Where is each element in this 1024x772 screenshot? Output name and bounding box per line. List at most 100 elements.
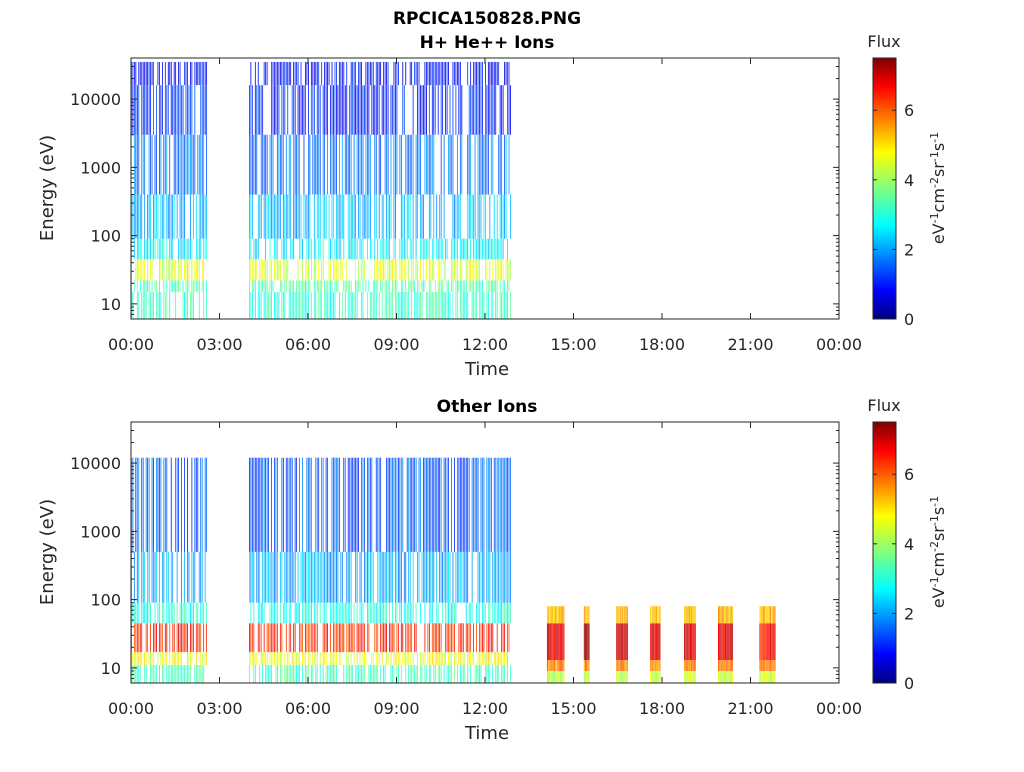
heatmap-cell [402,194,404,239]
heatmap-cell [501,291,503,319]
heatmap-cell [313,61,315,86]
heatmap-cell [455,652,457,666]
heatmap-cell [163,602,165,624]
heatmap-cell [439,238,441,260]
heatmap-cell [473,280,475,292]
heatmap-cell [400,134,402,195]
heatmap-cell [479,259,480,281]
heatmap-cell [268,457,269,552]
heatmap-cell [153,194,154,239]
colorbar-tick-label: 4 [904,171,914,190]
heatmap-cell [397,291,399,319]
heatmap-cell [483,134,485,195]
heatmap-cell [278,194,280,239]
heatmap-burst-cell [774,606,776,624]
heatmap-cell [132,602,134,624]
heatmap-burst-cell [656,660,658,671]
heatmap-cell [135,665,137,683]
heatmap-cell [485,85,486,135]
heatmap-burst-cell [685,623,687,661]
heatmap-cell [468,280,470,292]
heatmap-cell [144,85,146,135]
heatmap-cell [436,551,438,603]
heatmap-cell [142,602,144,624]
heatmap-cell [145,291,147,319]
heatmap-cell [138,85,140,135]
heatmap-cell [449,623,451,653]
heatmap-cell [163,291,165,319]
heatmap-cell [465,238,467,260]
colorbar-tick-label: 6 [904,465,914,484]
heatmap-cell [153,291,154,319]
heatmap-cell [502,665,504,683]
heatmap-cell [147,238,149,260]
heatmap-cell [405,134,407,195]
heatmap-cell [502,623,504,653]
heatmap-cell [393,61,395,86]
heatmap-cell [356,602,358,624]
heatmap-cell [169,61,171,86]
heatmap-cell [350,194,352,239]
heatmap-cell [259,85,261,135]
heatmap-burst-cell [625,670,627,683]
heatmap-cell [153,238,154,260]
heatmap-cell [139,194,141,239]
heatmap-cell [455,602,457,624]
heatmap-cell [386,623,387,653]
heatmap-cell [284,551,286,603]
heatmap-cell [173,85,175,135]
heatmap-cell [411,665,413,683]
heatmap-cell [133,551,135,603]
heatmap-cell [253,623,255,653]
heatmap-cell [325,602,327,624]
heatmap-cell [346,551,348,603]
heatmap-cell [421,652,423,666]
heatmap-cell [456,280,458,292]
heatmap-cell [159,238,160,260]
heatmap-cell [501,652,503,666]
heatmap-burst-cell [765,660,767,671]
heatmap-cell [433,551,435,603]
heatmap-cell [428,61,430,86]
heatmap-cell [347,457,349,552]
heatmap-cell [336,134,337,195]
heatmap-cell [482,61,483,86]
heatmap-cell [470,623,472,653]
heatmap-burst-cell [719,670,721,683]
heatmap-burst-cell [728,606,730,624]
heatmap-cell [141,623,143,653]
heatmap-cell [392,457,393,552]
heatmap-cell [277,665,278,683]
heatmap-cell [414,61,416,86]
heatmap-cell [350,665,352,683]
heatmap-burst-cell [625,623,627,661]
heatmap-cell [138,551,140,603]
heatmap-burst-cell [729,670,731,683]
heatmap-cell [387,85,389,135]
heatmap-burst-cell [766,606,768,624]
heatmap-cell [374,623,376,653]
heatmap-burst-cell [659,606,661,624]
heatmap-cell [157,61,159,86]
heatmap-cell [393,134,395,195]
heatmap-burst-cell [767,606,769,624]
heatmap-cell [464,291,466,319]
heatmap-cell [281,280,283,292]
panel-2-title: Other Ions [437,397,538,417]
heatmap-cell [200,665,202,683]
heatmap-cell [324,551,326,603]
heatmap-cell [499,259,501,281]
heatmap-cell [333,665,334,683]
heatmap-burst-cell [622,606,624,624]
heatmap-cell [428,291,430,319]
heatmap-cell [151,665,153,683]
heatmap-cell [381,238,383,260]
heatmap-cell [203,602,205,624]
heatmap-cell [293,665,295,683]
colorbar-tick-label: 0 [904,674,914,693]
heatmap-cell [167,61,169,86]
heatmap-cell [172,238,174,260]
heatmap-cell [428,602,430,624]
heatmap-cell [203,134,205,195]
